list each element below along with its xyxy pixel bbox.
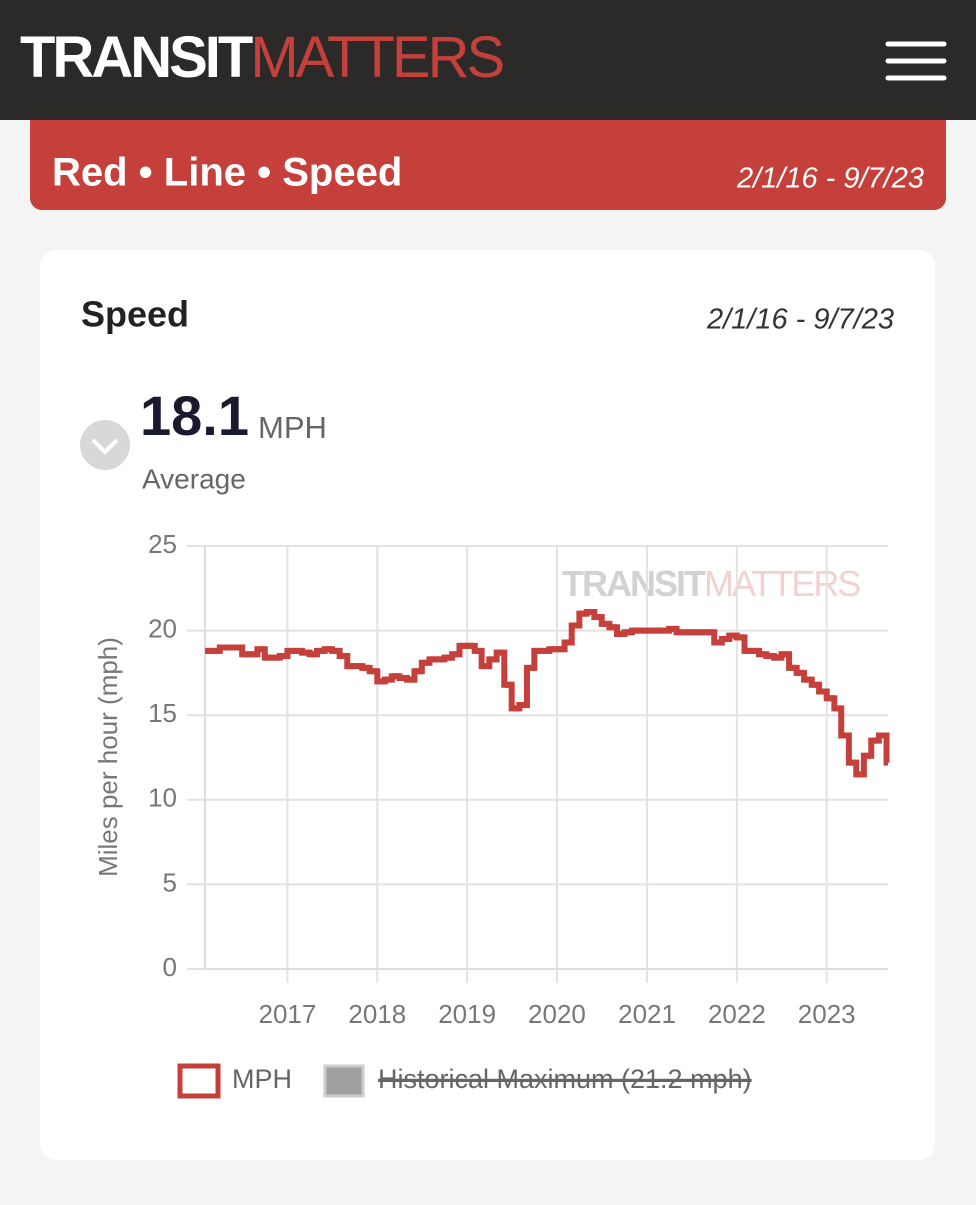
x-tick-label: 2017 bbox=[259, 999, 317, 1029]
logo: TRANSITMATTERS bbox=[20, 25, 503, 90]
logo-a: TRANSIT bbox=[20, 25, 253, 90]
y-tick-label: 20 bbox=[148, 613, 177, 643]
menu-button[interactable] bbox=[885, 41, 947, 81]
y-axis-label: Miles per hour (mph) bbox=[93, 637, 123, 877]
y-tick-label: 15 bbox=[148, 698, 177, 728]
banner bbox=[30, 120, 946, 210]
x-tick-label: 2022 bbox=[708, 999, 766, 1029]
legend-swatch bbox=[177, 1063, 221, 1099]
legend-label: MPH bbox=[232, 1064, 292, 1094]
banner-title: Red • Line • Speed bbox=[52, 151, 402, 195]
x-tick-label: 2021 bbox=[618, 999, 676, 1029]
stat-unit: MPH bbox=[258, 410, 327, 445]
legend-label: Historical Maximum (21.2 mph) bbox=[378, 1064, 752, 1094]
watermark-b: MATTERS bbox=[704, 563, 860, 604]
y-tick-label: 0 bbox=[163, 952, 177, 982]
x-tick-label: 2020 bbox=[528, 999, 586, 1029]
chevron bbox=[91, 438, 119, 455]
legend-swatch bbox=[323, 1064, 365, 1098]
expand-button[interactable] bbox=[80, 420, 130, 470]
x-tick-label: 2023 bbox=[798, 999, 856, 1029]
top-bar bbox=[0, 0, 976, 120]
stat-label: Average bbox=[142, 463, 246, 494]
card-date: 2/1/16 - 9/7/23 bbox=[706, 304, 894, 336]
plot: TRANSITMATTERS 0 5 10 15 20 25 2017 2018 2019 2020… bbox=[93, 529, 890, 1099]
y-tick-label: 5 bbox=[163, 867, 177, 897]
logo-b: MATTERS bbox=[250, 25, 503, 90]
banner-date: 2/1/16 - 9/7/23 bbox=[736, 163, 924, 195]
card-title: Speed bbox=[81, 294, 189, 335]
card bbox=[40, 250, 935, 1160]
watermark-a: TRANSIT bbox=[562, 563, 706, 604]
y-tick-label: 25 bbox=[148, 529, 177, 559]
x-tick-label: 2018 bbox=[348, 999, 406, 1029]
watermark: TRANSITMATTERS bbox=[562, 563, 860, 604]
y-tick-label: 10 bbox=[148, 783, 177, 813]
stat-value: 18.1 bbox=[140, 384, 249, 447]
x-tick-label: 2019 bbox=[438, 999, 496, 1029]
